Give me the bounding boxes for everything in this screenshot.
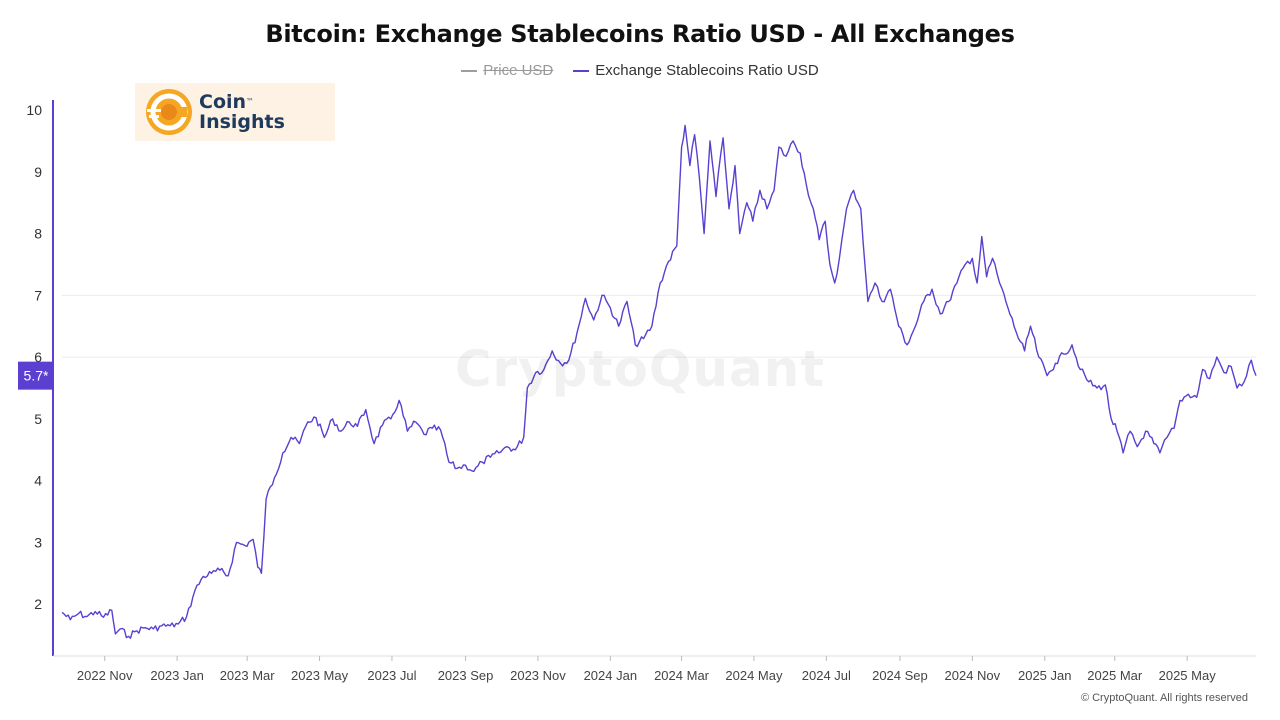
current-value-marker: 5.7* bbox=[18, 361, 54, 390]
y-tick-label-6: 6 bbox=[34, 349, 42, 365]
current-value-badge bbox=[18, 361, 54, 390]
legend-swatch-stablecoins-ratio bbox=[573, 69, 590, 72]
chart-title: Bitcoin: Exchange Stablecoins Ratio USD … bbox=[265, 20, 1015, 48]
x-tick-label-8: 2024 Mar bbox=[654, 668, 710, 683]
legend-label-stablecoins-ratio: Exchange Stablecoins Ratio USD bbox=[595, 62, 819, 79]
x-tick-label-13: 2025 Jan bbox=[1018, 668, 1072, 683]
y-tick-label-4: 4 bbox=[34, 473, 42, 489]
y-tick-label-3: 3 bbox=[34, 534, 42, 550]
current-value-label: 5.7* bbox=[24, 368, 49, 384]
legend-item-price-usd[interactable]: Price USD bbox=[461, 62, 553, 79]
x-tick-label-6: 2023 Nov bbox=[510, 668, 566, 683]
series-layer bbox=[61, 124, 1257, 639]
series-line-stablecoins-ratio bbox=[61, 124, 1257, 639]
coin-insights-logo-icon bbox=[146, 89, 192, 135]
x-tick-label-2: 2023 Mar bbox=[220, 668, 276, 683]
x-tick-label-4: 2023 Jul bbox=[367, 668, 416, 683]
y-tick-label-9: 9 bbox=[34, 164, 42, 180]
coin-insights-logo-text: Coin™ Insights bbox=[199, 91, 285, 133]
y-tick-label-2: 2 bbox=[34, 596, 42, 612]
x-tick-label-3: 2023 May bbox=[291, 668, 349, 683]
x-tick-label-15: 2025 May bbox=[1159, 668, 1217, 683]
x-tick-label-10: 2024 Jul bbox=[802, 668, 851, 683]
x-tick-label-11: 2024 Sep bbox=[872, 668, 928, 683]
x-tick-label-14: 2025 Mar bbox=[1087, 668, 1143, 683]
x-tick-label-0: 2022 Nov bbox=[77, 668, 133, 683]
grid-lines bbox=[62, 294, 1256, 358]
x-tick-label-9: 2024 May bbox=[725, 668, 783, 683]
copyright-notice: © CryptoQuant. All rights reserved bbox=[1080, 692, 1248, 704]
y-tick-label-5: 5 bbox=[34, 411, 42, 427]
legend-label-price-usd: Price USD bbox=[483, 62, 554, 79]
legend-item-stablecoins-ratio[interactable]: Exchange Stablecoins Ratio USD bbox=[573, 62, 819, 79]
x-tick-label-12: 2024 Nov bbox=[945, 668, 1001, 683]
legend: Price USD Exchange Stablecoins Ratio USD bbox=[0, 62, 1280, 79]
y-tick-label-7: 7 bbox=[34, 287, 42, 303]
x-tick-label-1: 2023 Jan bbox=[150, 668, 204, 683]
coin-insights-logo: Coin™ Insights bbox=[135, 83, 335, 141]
legend-swatch-price-usd bbox=[461, 69, 478, 72]
y-tick-label-10: 10 bbox=[26, 102, 42, 118]
x-tick-label-5: 2023 Sep bbox=[438, 668, 494, 683]
x-axis: 2022 Nov 2023 Jan 2023 Mar 2023 May 2023 Jul… bbox=[53, 655, 1256, 683]
x-tick-label-7: 2024 Jan bbox=[584, 668, 638, 683]
y-tick-label-8: 8 bbox=[34, 226, 42, 242]
